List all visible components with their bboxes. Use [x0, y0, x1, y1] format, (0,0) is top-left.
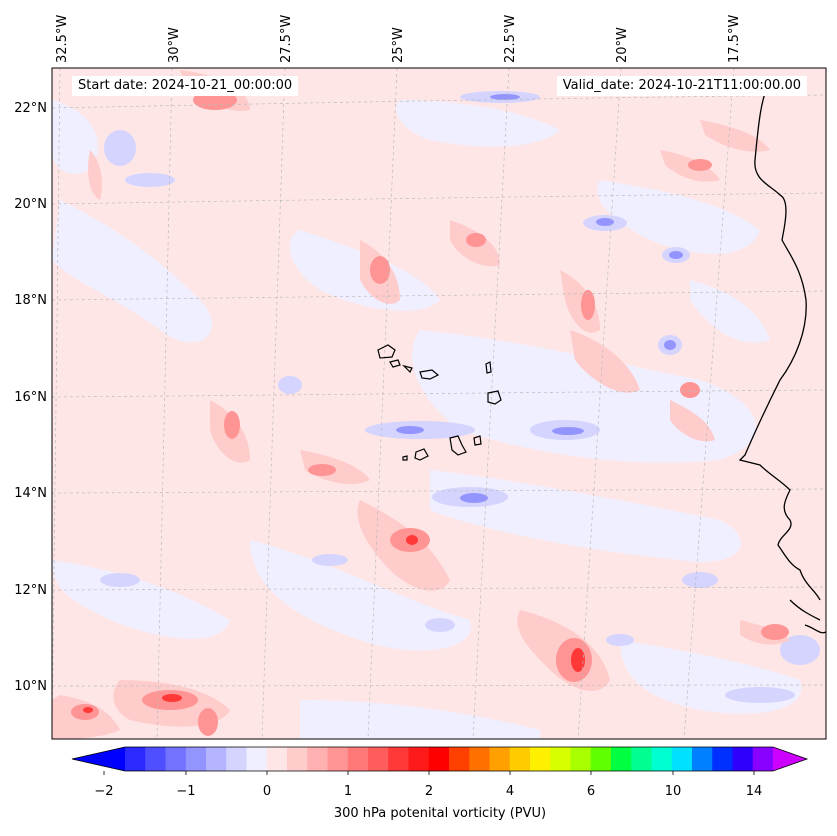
colorbar-swatch	[347, 747, 369, 771]
colorbar-swatch	[590, 747, 612, 771]
colorbar-swatch	[287, 747, 308, 771]
cape-verde-islands	[377, 344, 502, 461]
valid-date-label: Valid_date: 2024-10-21T11:00:00.00	[556, 76, 807, 96]
lon-label: 17.5°W	[727, 15, 742, 63]
colorbar-tick-label: −1	[176, 784, 195, 799]
colorbar-swatch	[165, 747, 187, 771]
lon-label: 32.5°W	[55, 15, 70, 63]
negative-pv-peaks	[396, 94, 683, 503]
colorbar-swatch	[469, 747, 490, 771]
colorbar-swatch	[428, 747, 450, 771]
colorbar-tick-label: 0	[263, 784, 271, 799]
lat-label: 16°N	[14, 390, 47, 405]
colorbar-swatch	[266, 747, 288, 771]
lat-label: 10°N	[14, 679, 47, 694]
colorbar-swatch	[631, 747, 652, 771]
colorbar-swatch	[611, 747, 632, 771]
colorbar-swatch	[388, 747, 409, 771]
start-date-label: Start date: 2024-10-21_00:00:00	[72, 76, 299, 96]
gridlines	[52, 68, 826, 739]
colorbar-swatch	[530, 747, 551, 771]
colorbar-tick-label: 10	[665, 784, 682, 799]
colorbar-tick-label: −2	[94, 784, 113, 799]
colorbar-tick-label: 4	[506, 784, 514, 799]
map-frame	[51, 67, 827, 740]
lat-label: 22°N	[14, 101, 47, 116]
colorbar-swatch	[732, 747, 754, 771]
colorbar-swatch	[185, 747, 207, 771]
colorbar-swatch	[226, 747, 247, 771]
colorbar-tick-label: 1	[344, 784, 352, 799]
lat-label: 18°N	[14, 293, 47, 308]
colorbar-swatch	[206, 747, 227, 771]
lat-label: 14°N	[14, 486, 47, 501]
longitude-labels: 32.5°W 30°W 27.5°W 25°W 22.5°W 20°W 17.5…	[55, 15, 742, 63]
colorbar	[71, 746, 809, 775]
colorbar-swatch	[712, 747, 733, 771]
lat-label: 20°N	[14, 197, 47, 212]
coastline	[738, 79, 826, 634]
lat-label: 12°N	[14, 583, 47, 598]
colorbar-ticks: −2 −1 0 1 2 4 6 10 14	[94, 784, 762, 799]
colorbar-tick-label: 2	[425, 784, 433, 799]
colorbar-swatch	[408, 747, 430, 771]
colorbar-extend-high	[773, 747, 807, 771]
colorbar-swatch	[125, 747, 146, 771]
colorbar-swatch	[509, 747, 531, 771]
colorbar-swatch	[671, 747, 693, 771]
colorbar-extend-low	[72, 747, 125, 771]
colorbar-swatch	[145, 747, 166, 771]
lon-label: 27.5°W	[279, 15, 294, 63]
positive-pv-peaks	[83, 535, 585, 713]
latitude-labels: 22°N 20°N 18°N 16°N 14°N 12°N 10°N	[14, 101, 47, 694]
colorbar-outline	[71, 746, 809, 772]
lon-label: 20°W	[615, 27, 630, 63]
colorbar-tick-label: 14	[746, 784, 763, 799]
lon-label: 25°W	[391, 27, 406, 63]
lon-label: 30°W	[167, 27, 182, 63]
map-panel	[52, 68, 826, 739]
negative-pv-cores	[100, 91, 820, 703]
colorbar-swatch	[489, 747, 511, 771]
colorbar-swatch	[692, 747, 713, 771]
negative-pv-areas	[52, 100, 802, 739]
colorbar-swatch	[327, 747, 349, 771]
colorbar-swatch	[449, 747, 470, 771]
colorbar-swatch	[752, 747, 774, 771]
colorbar-title: 300 hPa potenital vorticity (PVU)	[333, 806, 547, 821]
colorbar-tick-label: 6	[587, 784, 595, 799]
lon-label: 22.5°W	[503, 15, 518, 63]
colorbar-swatch	[307, 747, 328, 771]
colorbar-swatch	[246, 747, 268, 771]
colorbar-swatch	[570, 747, 592, 771]
colorbar-swatch	[550, 747, 571, 771]
colorbar-swatch	[651, 747, 673, 771]
colorbar-swatch	[368, 747, 389, 771]
